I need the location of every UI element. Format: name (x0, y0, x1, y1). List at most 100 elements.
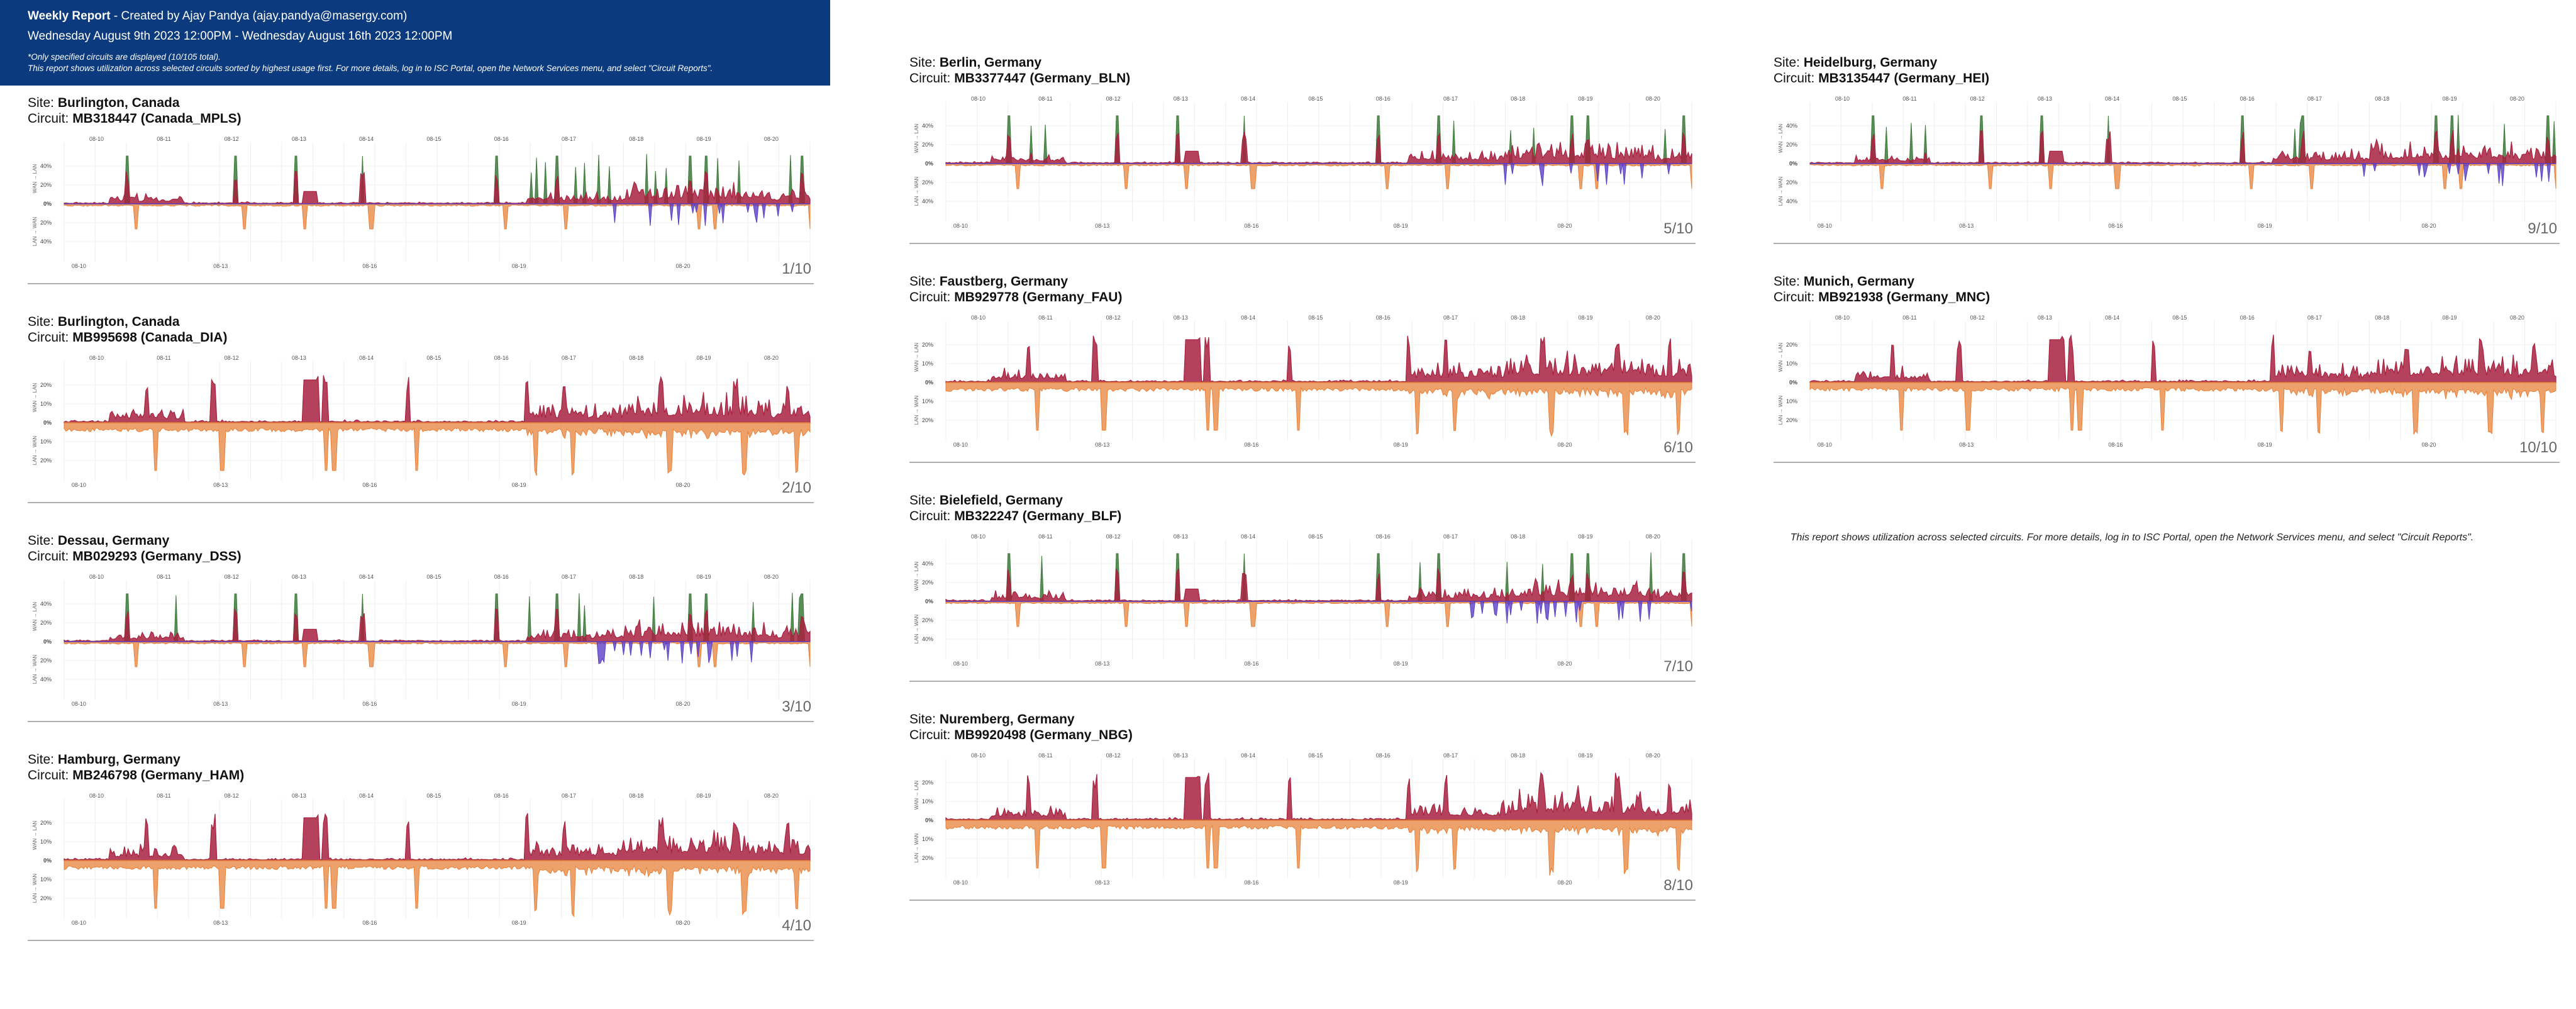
series-lan-to-wan (1809, 163, 2557, 189)
utilization-chart: 08-10 08-11 08-12 08-13 08-14 08-15 08-16 08-17… (914, 752, 1692, 886)
x-tick-label: 08-20 (1646, 533, 1660, 540)
x-tick-label: 08-13 (1095, 661, 1109, 667)
page-number: 6/10 (1663, 439, 1693, 456)
y-tick-label: 0% (925, 598, 933, 605)
y-axis: 40% 20% 0% 20% 40% (40, 601, 52, 683)
utilization-chart: 08-10 08-11 08-12 08-13 08-14 08-15 08-16 08-17… (32, 574, 811, 707)
x-tick-label: 08-14 (1241, 752, 1255, 759)
bottom-date-axis: 08-10 08-13 08-16 08-19 08-20 (72, 701, 691, 707)
y-tick-label: 40% (922, 198, 933, 204)
series-lan-to-wan (945, 382, 1692, 437)
x-tick-label: 08-19 (1394, 223, 1408, 229)
x-tick-label: 08-19 (512, 920, 526, 926)
circuit-panel: Site: Munich, Germany Circuit: MB921938 (… (1774, 274, 2560, 482)
y-tick-label: 0% (925, 817, 933, 823)
y-tick-label: 20% (922, 417, 933, 423)
y-axis-title-upper: WAN → LAN (914, 781, 919, 810)
x-tick-label: 08-16 (1376, 315, 1391, 321)
y-tick-label: 20% (922, 617, 933, 623)
y-tick-label: 0% (1789, 160, 1797, 167)
x-tick-label: 08-12 (1106, 315, 1121, 321)
circuit-value: MB246798 (Germany_HAM) (72, 768, 245, 783)
series-wan-to-lan (945, 131, 1692, 164)
x-tick-label: 08-12 (1106, 533, 1121, 540)
page-number: 9/10 (2528, 220, 2557, 237)
x-tick-label: 08-20 (1558, 223, 1572, 229)
series-wan-to-lan (64, 813, 811, 861)
x-tick-label: 08-13 (292, 793, 306, 799)
y-tick-label: 10% (1786, 398, 1797, 404)
series-lan-to-wan (945, 820, 1692, 876)
page-number: 10/10 (2519, 439, 2557, 456)
y-tick-label: 20% (922, 579, 933, 586)
site-name: Site: Nuremberg, Germany (909, 712, 1075, 727)
x-tick-label: 08-10 (953, 879, 968, 886)
bottom-date-axis: 08-10 08-13 08-16 08-19 08-20 (953, 442, 1572, 448)
x-tick-label: 08-19 (1579, 315, 1593, 321)
x-tick-label: 08-16 (2240, 96, 2255, 102)
x-tick-label: 08-19 (2258, 442, 2272, 448)
x-tick-label: 08-16 (362, 263, 377, 269)
top-date-axis: 08-10 08-11 08-12 08-13 08-14 08-15 08-16 08-17… (1835, 96, 2524, 102)
panel-divider (909, 462, 1696, 463)
report-footnote: This report shows utilization across sel… (1790, 532, 2474, 543)
bottom-date-axis: 08-10 08-13 08-16 08-19 08-20 (953, 661, 1572, 667)
bottom-date-axis: 08-10 08-13 08-16 08-19 08-20 (72, 263, 691, 269)
y-tick-label: 10% (40, 401, 52, 407)
x-tick-label: 08-20 (2422, 442, 2436, 448)
series-wan-to-lan (1809, 130, 2557, 164)
y-tick-label: 40% (40, 163, 52, 169)
top-date-axis: 08-10 08-11 08-12 08-13 08-14 08-15 08-16 08-17… (971, 96, 1660, 102)
y-axis: 40% 20% 0% 20% 40% (40, 163, 52, 245)
y-tick-label: 20% (40, 895, 52, 901)
site-prefix: Site: (909, 712, 940, 727)
y-tick-label: 10% (40, 438, 52, 445)
utilization-chart: 08-10 08-11 08-12 08-13 08-14 08-15 08-16 08-17… (32, 355, 811, 488)
x-tick-label: 08-12 (1970, 315, 1985, 321)
x-tick-label: 08-19 (1579, 96, 1593, 102)
circuit-panel: Site: Hamburg, Germany Circuit: MB246798 … (28, 752, 814, 960)
x-tick-label: 08-13 (292, 355, 306, 361)
circuit-prefix: Circuit: (28, 330, 73, 345)
circuit-prefix: Circuit: (909, 71, 955, 86)
x-tick-label: 08-14 (1241, 315, 1255, 321)
x-tick-label: 08-20 (1558, 661, 1572, 667)
y-axis: 40% 20% 0% 20% 40% (922, 560, 933, 642)
x-tick-label: 08-10 (89, 574, 104, 580)
x-tick-label: 08-10 (89, 355, 104, 361)
site-value: Heidelburg, Germany (1803, 55, 1938, 70)
x-tick-label: 08-19 (2443, 96, 2457, 102)
x-tick-label: 08-14 (359, 355, 374, 361)
report-header: Weekly Report - Created by Ajay Pandya (… (0, 0, 830, 86)
y-tick-label: 40% (922, 636, 933, 642)
page-number: 4/10 (782, 917, 811, 934)
y-axis-title-upper: WAN → LAN (32, 602, 38, 632)
utilization-chart: 08-10 08-11 08-12 08-13 08-14 08-15 08-16 08-17… (1778, 96, 2557, 229)
x-tick-label: 08-19 (1579, 533, 1593, 540)
utilization-chart: 08-10 08-11 08-12 08-13 08-14 08-15 08-16 08-17… (914, 96, 1692, 229)
x-tick-label: 08-12 (1106, 96, 1121, 102)
y-tick-label: 20% (1786, 142, 1797, 148)
page-number: 1/10 (782, 260, 811, 277)
x-tick-label: 08-20 (676, 920, 691, 926)
y-axis-title-lower: LAN → WAN (914, 396, 919, 425)
report-title: Weekly Report (28, 9, 111, 23)
y-tick-label: 20% (40, 382, 52, 388)
page-number: 7/10 (1663, 658, 1693, 675)
utilization-chart: 08-10 08-11 08-12 08-13 08-14 08-15 08-16 08-17… (914, 533, 1692, 667)
x-tick-label: 08-20 (1558, 442, 1572, 448)
circuit-id: Circuit: MB921938 (Germany_MNC) (1774, 290, 1990, 305)
x-tick-label: 08-16 (1244, 442, 1258, 448)
y-tick-label: 20% (922, 779, 933, 786)
y-tick-label: 20% (922, 342, 933, 348)
site-prefix: Site: (909, 493, 940, 508)
x-tick-label: 08-16 (494, 136, 509, 142)
y-axis-title-lower: LAN → WAN (32, 436, 38, 465)
x-tick-label: 08-11 (1038, 315, 1052, 321)
y-axis-title-upper: WAN → LAN (32, 383, 38, 413)
site-name: Site: Burlington, Canada (28, 315, 180, 330)
y-tick-label: 40% (40, 238, 52, 245)
x-tick-label: 08-12 (1106, 752, 1121, 759)
x-tick-label: 08-19 (697, 574, 711, 580)
x-tick-label: 08-13 (1174, 752, 1188, 759)
